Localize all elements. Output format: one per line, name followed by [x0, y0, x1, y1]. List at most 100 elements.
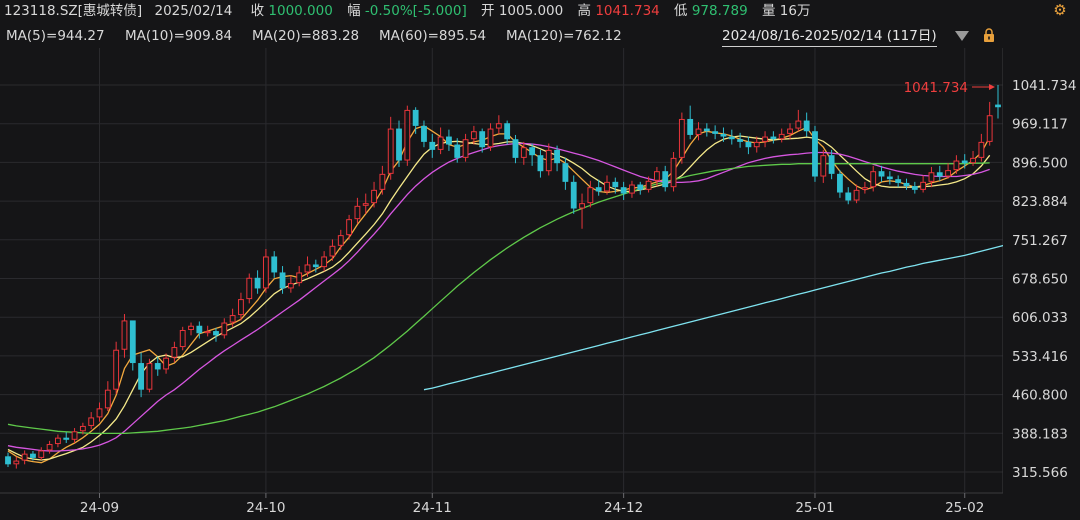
candle	[695, 122, 702, 141]
candle	[770, 131, 777, 144]
x-tick-label: 24-10	[246, 500, 285, 516]
candle	[63, 432, 70, 443]
candle	[762, 131, 768, 148]
candle	[853, 184, 860, 204]
candle	[895, 175, 902, 188]
date-range-selector[interactable]: 2024/08/16-2025/02/14 (117日)	[722, 26, 937, 47]
candle	[562, 157, 569, 190]
candle	[870, 165, 877, 192]
candle	[221, 318, 228, 339]
x-tick-label: 25-01	[795, 500, 834, 516]
candle	[421, 120, 427, 148]
candle	[437, 127, 444, 155]
high-value: 1041.734	[595, 3, 660, 19]
candle	[371, 181, 377, 208]
y-tick-label: 823.884	[1012, 194, 1068, 210]
candle	[928, 166, 935, 188]
candle	[953, 155, 960, 174]
volume-label: 量	[761, 3, 776, 19]
candle	[637, 181, 644, 195]
ma-legend: MA(5)=944.27 MA(10)=909.84 MA(20)=883.28…	[0, 26, 1080, 46]
ma20-label: MA(20)=883.28	[252, 28, 360, 44]
candle	[71, 428, 78, 443]
candle	[312, 259, 319, 273]
candle	[753, 136, 760, 153]
candle	[778, 128, 785, 143]
high-marker-label: 1041.734	[904, 80, 968, 96]
x-tick-label: 24-11	[413, 500, 452, 516]
y-tick-label: 460.800	[1012, 388, 1068, 404]
candle	[554, 145, 560, 172]
y-tick-label: 1041.734	[1012, 78, 1076, 94]
volume-value: 16万	[779, 3, 811, 19]
candle	[404, 105, 411, 166]
candle	[495, 115, 502, 134]
candle	[121, 314, 128, 358]
candle	[238, 292, 244, 321]
lock-icon[interactable]	[983, 28, 995, 42]
candle	[329, 239, 336, 261]
candle	[446, 129, 452, 151]
candle	[687, 105, 694, 140]
moving-average-lines	[7, 125, 1040, 464]
candle	[662, 165, 669, 192]
candle	[545, 143, 552, 176]
candle	[828, 149, 835, 180]
candle	[379, 165, 386, 195]
candle	[629, 180, 635, 198]
gear-icon[interactable]: ⚙	[1053, 1, 1067, 19]
dropdown-triangle-icon[interactable]	[955, 31, 969, 41]
candle	[970, 150, 976, 166]
candle	[479, 128, 486, 153]
candle	[79, 422, 86, 435]
y-tick-label: 678.650	[1012, 272, 1068, 288]
candle	[271, 251, 278, 278]
candle	[304, 256, 311, 277]
candle	[945, 163, 951, 179]
candle	[279, 266, 286, 294]
ma-line-ma120	[423, 233, 1040, 391]
candle	[55, 434, 61, 448]
candle	[188, 322, 194, 336]
high-marker-arrowhead	[989, 84, 995, 90]
y-tick-label: 533.416	[1012, 349, 1068, 365]
candle	[470, 125, 477, 145]
change-value: -0.50%[-5.000]	[364, 3, 467, 19]
candle	[728, 129, 735, 145]
candle	[113, 341, 120, 394]
candle	[653, 166, 660, 187]
candle	[21, 450, 28, 465]
candle	[595, 179, 602, 196]
candle	[13, 456, 20, 469]
ma-line-ma60	[7, 162, 990, 435]
candle	[163, 353, 169, 374]
candle	[537, 149, 544, 178]
ma5-label: MA(5)=944.27	[6, 28, 105, 44]
candle	[254, 270, 261, 294]
candle	[820, 149, 827, 183]
candle	[604, 175, 610, 195]
low-value: 978.789	[691, 3, 748, 19]
candle	[362, 193, 369, 214]
candle	[30, 450, 36, 461]
ma-line-ma5	[7, 125, 991, 464]
candle	[387, 116, 394, 180]
candle	[46, 440, 53, 454]
change-label: 幅	[347, 3, 361, 19]
y-tick-label: 388.183	[1012, 426, 1068, 442]
candle	[512, 134, 519, 164]
candle	[346, 214, 353, 240]
candle	[995, 85, 1001, 119]
candle	[296, 266, 303, 287]
candle	[138, 352, 145, 398]
x-tick-label: 24-12	[604, 500, 643, 516]
candle	[903, 178, 910, 190]
candle	[803, 112, 810, 137]
candle	[146, 358, 153, 393]
candle	[179, 326, 186, 351]
candle	[487, 123, 494, 151]
candle	[812, 125, 818, 182]
ma10-label: MA(10)=909.84	[125, 28, 233, 44]
candle	[936, 165, 943, 181]
